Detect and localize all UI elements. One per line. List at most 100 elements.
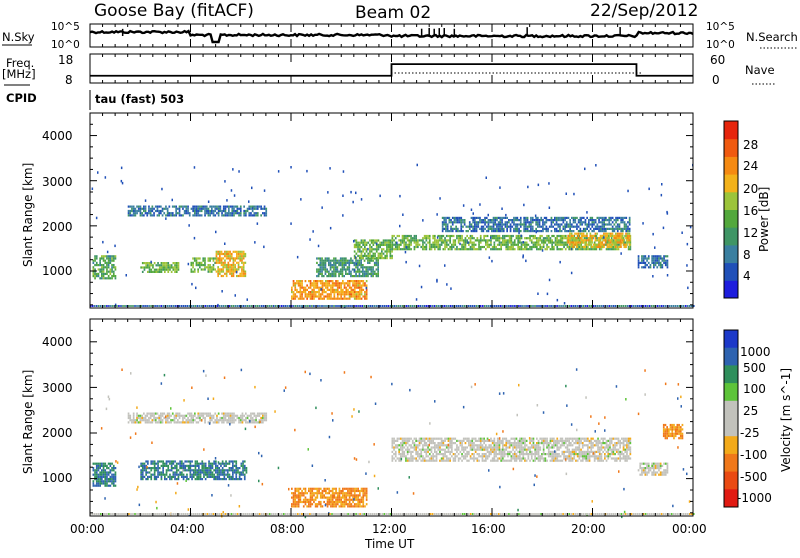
heatmap-cell	[455, 228, 457, 230]
heatmap-cell	[352, 501, 354, 503]
heatmap-cell	[230, 478, 232, 480]
heatmap-cell	[254, 212, 256, 214]
heatmap-cell	[509, 242, 511, 244]
heatmap-cell	[264, 206, 266, 208]
heatmap-cell	[154, 271, 156, 273]
heatmap-cell	[436, 242, 438, 244]
heatmap-cell	[596, 235, 598, 237]
heatmap-cell	[214, 210, 216, 212]
heatmap-ground	[550, 305, 552, 307]
heatmap-cell	[250, 212, 252, 214]
heatmap-cell	[337, 271, 339, 273]
heatmap-speck	[126, 274, 128, 277]
heatmap-cell	[173, 474, 175, 476]
heatmap-cell	[569, 235, 571, 237]
heatmap-cell	[233, 214, 235, 216]
heatmap-cell	[196, 206, 198, 208]
heatmap-cell	[403, 455, 405, 457]
heatmap-cell	[198, 467, 200, 469]
heatmap-cell	[584, 235, 586, 237]
heatmap-cell	[569, 244, 571, 246]
heatmap-cell	[356, 287, 358, 289]
heatmap-cell	[395, 248, 397, 250]
heatmap-ground	[440, 305, 442, 307]
heatmap-cell	[386, 253, 388, 255]
heatmap-cell	[429, 237, 431, 239]
heatmap-cell	[231, 271, 233, 273]
heatmap-cell	[237, 208, 239, 210]
heatmap-cell	[459, 219, 461, 221]
freq-bottom: 8	[65, 73, 73, 87]
heatmap-cell	[517, 228, 519, 230]
heatmap-cell	[198, 465, 200, 467]
heatmap-cell	[187, 419, 189, 421]
heatmap-cell	[349, 490, 351, 492]
heatmap-ground	[500, 305, 502, 307]
heatmap-cell	[154, 476, 156, 478]
heatmap-cell	[197, 415, 199, 417]
heatmap-cell	[157, 208, 159, 210]
heatmap-cell	[216, 257, 218, 259]
heatmap-cell	[578, 235, 580, 237]
heatmap-cell	[104, 469, 106, 471]
heatmap-ground	[231, 305, 233, 307]
heatmap-cell	[330, 490, 332, 492]
heatmap-cell	[301, 287, 303, 289]
heatmap-speck	[522, 256, 524, 259]
heatmap-cell	[108, 480, 110, 482]
heatmap-speck	[595, 164, 597, 167]
heatmap-cell	[369, 246, 371, 248]
heatmap-cell	[527, 226, 529, 228]
heatmap-cell	[500, 244, 502, 246]
heatmap-speck	[559, 261, 561, 264]
heatmap-cell	[209, 210, 211, 212]
heatmap-cell	[255, 417, 257, 419]
heatmap-cell	[230, 469, 232, 471]
heatmap-cell	[517, 246, 519, 248]
heatmap-cell	[342, 503, 344, 505]
heatmap-cell	[354, 289, 356, 291]
heatmap-cell	[216, 421, 218, 423]
heatmap-ground	[329, 305, 331, 307]
heatmap-cell	[201, 478, 203, 480]
heatmap-cell	[349, 501, 351, 503]
heatmap-cell	[479, 228, 481, 230]
heatmap-cell	[244, 478, 246, 480]
heatmap-ground	[98, 305, 100, 307]
heatmap-cell	[205, 469, 207, 471]
heatmap-ground	[621, 305, 623, 307]
heatmap-cell	[542, 228, 544, 230]
heatmap-cell	[529, 239, 531, 241]
heatmap-cell	[243, 212, 245, 214]
heatmap-cell	[108, 257, 110, 259]
heatmap-cell	[586, 235, 588, 237]
heatmap-ground	[530, 305, 532, 307]
heatmap-cell	[320, 293, 322, 295]
heatmap-cell	[615, 237, 617, 239]
heatmap-cell	[240, 206, 242, 208]
heatmap-cell	[454, 248, 456, 250]
heatmap-cell	[357, 246, 359, 248]
heatmap-cell	[189, 421, 191, 423]
heatmap-cell	[224, 476, 226, 478]
heatmap-cell	[239, 476, 241, 478]
heatmap-cell	[556, 237, 558, 239]
heatmap-cell	[96, 255, 98, 257]
heatmap-cell	[182, 417, 184, 419]
heatmap-cell	[655, 255, 657, 257]
heatmap-cell	[204, 206, 206, 208]
heatmap-cell	[230, 460, 232, 462]
heatmap-ground	[663, 305, 665, 307]
heatmap-cell	[325, 490, 327, 492]
heatmap-cell	[377, 266, 379, 268]
heatmap-cell	[241, 273, 243, 275]
heatmap-cell	[212, 463, 214, 465]
heatmap-cell	[578, 226, 580, 228]
heatmap-cell	[501, 228, 503, 230]
heatmap-cell	[439, 235, 441, 237]
heatmap-cell	[145, 460, 147, 462]
heatmap-cell	[601, 248, 603, 250]
heatmap-cell	[366, 488, 368, 490]
heatmap-cell	[374, 253, 376, 255]
heatmap-speck	[467, 241, 469, 244]
